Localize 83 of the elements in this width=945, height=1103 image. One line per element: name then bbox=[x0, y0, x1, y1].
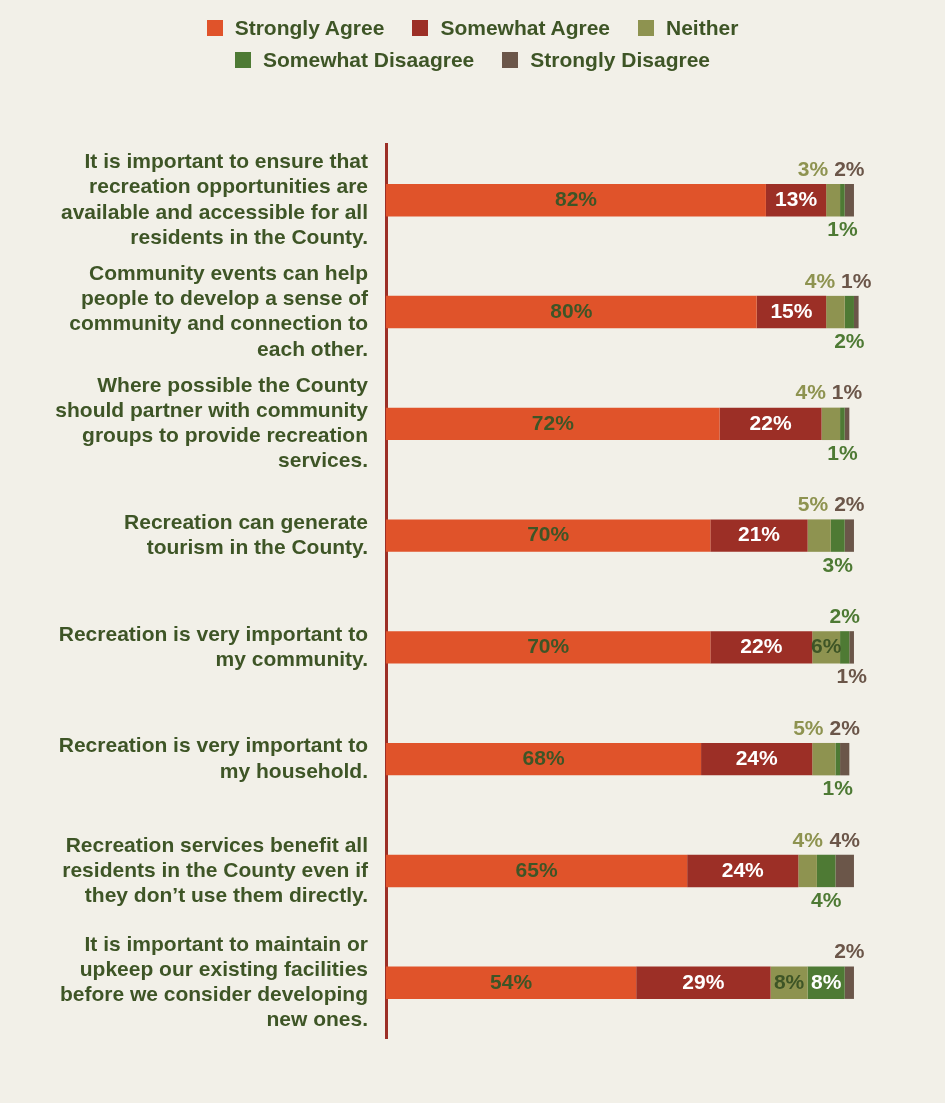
y-tick-label: Community events can help people to develop a sense of community and connection to each other. bbox=[69, 261, 369, 360]
data-label: 5% bbox=[797, 492, 829, 516]
bar bbox=[835, 854, 854, 888]
data-label: 2% bbox=[834, 939, 865, 963]
data-label: 3% bbox=[797, 156, 829, 180]
data-label: 15% bbox=[770, 298, 813, 322]
bar bbox=[821, 407, 841, 441]
data-label: 4% bbox=[795, 380, 827, 404]
bar bbox=[636, 966, 771, 999]
legend-label: Somewhat Agree bbox=[440, 16, 610, 40]
bar bbox=[386, 295, 757, 329]
data-label: 1% bbox=[836, 664, 868, 688]
bar bbox=[710, 631, 813, 664]
data-label: 72% bbox=[531, 410, 575, 434]
data-label: 65% bbox=[515, 857, 558, 881]
bar bbox=[386, 519, 711, 552]
data-label: 1% bbox=[827, 217, 858, 241]
bar bbox=[826, 184, 841, 217]
data-label: 22% bbox=[740, 634, 783, 658]
data-label: 2% bbox=[834, 156, 865, 180]
bar bbox=[807, 519, 831, 552]
bar bbox=[386, 407, 720, 441]
y-tick-label: Recreation services benefit all residents in the County even if they don’t use them directly. bbox=[62, 832, 369, 906]
bar bbox=[840, 184, 845, 217]
bar bbox=[844, 184, 854, 217]
data-label: 22% bbox=[749, 410, 792, 434]
y-tick-label: Recreation is very important to my community. bbox=[58, 621, 368, 670]
bar bbox=[826, 295, 845, 329]
data-label: 1% bbox=[827, 440, 858, 464]
legend-label: Strongly Agree bbox=[234, 16, 385, 40]
data-label: 8% bbox=[773, 969, 805, 993]
bar bbox=[830, 519, 845, 552]
y-tick-label: It is important to maintain or upkeep our existing facilities before we consider developing new ones. bbox=[59, 931, 368, 1031]
bar bbox=[840, 742, 850, 776]
bar bbox=[849, 631, 854, 664]
data-label: 68% bbox=[522, 745, 565, 769]
data-label: 3% bbox=[822, 552, 854, 576]
legend-label: Neither bbox=[666, 16, 739, 40]
y-tick-label: Where possible the County should partner with community groups to provide recreation services. bbox=[55, 372, 369, 472]
data-label: 54% bbox=[490, 969, 533, 993]
data-label: 21% bbox=[737, 522, 781, 546]
data-label: 4% bbox=[792, 827, 824, 851]
bar bbox=[840, 631, 850, 664]
data-label: 4% bbox=[810, 887, 842, 911]
y-tick-label: Recreation is very important to my household. bbox=[58, 733, 368, 782]
legend-label: Strongly Disagree bbox=[530, 48, 710, 72]
bar bbox=[386, 631, 711, 664]
y-tick-label: Recreation can generate tourism in the County. bbox=[124, 509, 368, 559]
bar bbox=[798, 854, 817, 888]
data-label: 70% bbox=[527, 634, 570, 658]
data-label: 2% bbox=[829, 715, 861, 739]
legend-label: Somewhat Disaagree bbox=[263, 48, 475, 72]
data-label: 8% bbox=[810, 969, 842, 993]
bar bbox=[816, 854, 836, 888]
bar bbox=[853, 295, 859, 329]
data-label: 82% bbox=[554, 187, 598, 211]
data-label: 29% bbox=[682, 969, 725, 993]
bar bbox=[844, 966, 854, 999]
data-label: 24% bbox=[735, 745, 779, 769]
data-label: 1% bbox=[822, 776, 854, 800]
bar bbox=[835, 742, 841, 776]
bar bbox=[386, 966, 637, 999]
data-label: 5% bbox=[793, 715, 824, 739]
data-label: 4% bbox=[829, 827, 861, 851]
y-tick-label: It is important to ensure that recreation opportunities are available and accessible for all residents in the County. bbox=[61, 149, 368, 248]
bar bbox=[812, 742, 836, 776]
data-label: 24% bbox=[721, 857, 765, 881]
data-label: 2% bbox=[829, 603, 861, 627]
bar bbox=[840, 407, 845, 441]
bar bbox=[710, 519, 808, 552]
data-label: 70% bbox=[527, 522, 570, 546]
data-label: 1% bbox=[841, 268, 872, 292]
data-label: 80% bbox=[550, 298, 593, 322]
bar bbox=[844, 295, 854, 329]
bar bbox=[386, 742, 702, 776]
bar bbox=[844, 519, 854, 552]
data-label: 1% bbox=[831, 380, 863, 404]
data-label: 13% bbox=[775, 187, 818, 211]
bar bbox=[386, 184, 766, 217]
bar bbox=[386, 854, 688, 888]
data-label: 2% bbox=[834, 329, 865, 353]
data-label: 2% bbox=[834, 492, 865, 516]
data-label: 4% bbox=[804, 268, 836, 292]
